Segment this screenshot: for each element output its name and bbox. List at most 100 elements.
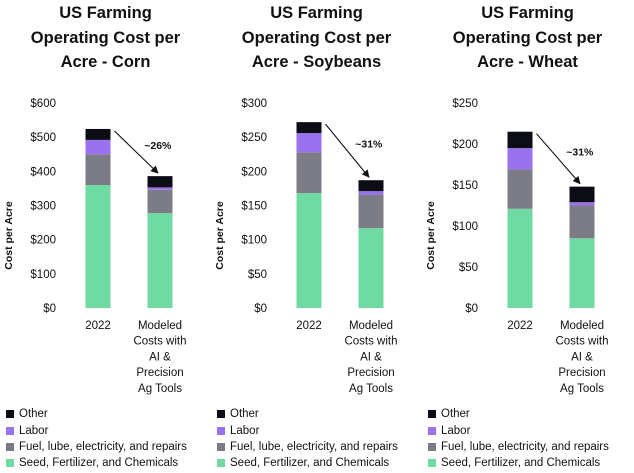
y-tick-label: $0 <box>254 303 267 315</box>
legend-swatch <box>428 410 436 419</box>
chart-title-corn: US Farming Operating Cost per Acre - Cor… <box>0 1 211 75</box>
x-category-label: Costs with <box>344 336 397 348</box>
chart-title-wheat: US Farming Operating Cost per Acre - Whe… <box>422 1 633 75</box>
title-line: Operating Cost per <box>30 28 181 47</box>
legend-swatch <box>217 426 225 435</box>
legend-label: Labor <box>441 424 471 437</box>
x-category-label: Modeled <box>349 320 393 332</box>
bar-segment <box>507 208 533 308</box>
legend-swatch <box>6 410 14 419</box>
bar-segment <box>85 185 111 308</box>
y-tick-label: $600 <box>30 98 56 110</box>
legend-swatch <box>428 426 436 435</box>
x-category-label: 2022 <box>507 320 533 332</box>
legend-swatch <box>6 442 14 451</box>
legend-item-fuel: Fuel, lube, electricity, and repairs <box>428 439 609 455</box>
x-category-label: Ag Tools <box>560 383 604 395</box>
legend-item-seed: Seed, Fertilizer, and Chemicals <box>217 455 398 471</box>
y-tick-label: $300 <box>241 98 267 110</box>
chart-corn: $0 $100 $200 $300 $400 $500 $600 Cost per Acre 2… <box>3 98 187 395</box>
x-category-label: 2022 <box>296 320 322 332</box>
chart-panel-corn: US Farming Operating Cost per Acre - Cor… <box>0 0 211 473</box>
legend-label: Seed, Fertilizer, and Chemicals <box>19 457 179 470</box>
x-category-label: AI & <box>571 351 593 363</box>
x-category-label: 2022 <box>85 320 111 332</box>
y-tick-label: $200 <box>30 235 56 247</box>
x-category-label: Modeled <box>560 320 604 332</box>
bar-segment <box>147 189 173 214</box>
bar-segment <box>507 131 533 149</box>
y-tick-label: $0 <box>43 303 56 315</box>
legend-item-labor: Labor <box>428 422 609 438</box>
y-tick-label: $100 <box>241 235 267 247</box>
bar-segment <box>85 139 111 155</box>
title-line: Operating Cost per <box>241 28 392 47</box>
legend-swatch <box>217 442 225 451</box>
chart-panel-wheat: US Farming Operating Cost per Acre - Whe… <box>422 0 633 473</box>
y-axis-label: Cost per Acre <box>425 201 437 270</box>
legend-item-other: Other <box>6 406 187 422</box>
legend-label: Labor <box>230 424 260 437</box>
legend-label: Fuel, lube, electricity, and repairs <box>19 440 187 453</box>
y-tick-label: $200 <box>241 166 267 178</box>
bar-segment <box>569 202 595 206</box>
y-axis-label: Cost per Acre <box>214 201 226 270</box>
reduction-annotation: ~31% <box>566 147 594 159</box>
bar-segment <box>569 186 595 203</box>
chart-title-soybeans: US Farming Operating Cost per Acre - Soy… <box>211 1 422 75</box>
x-category-label: Precision <box>136 367 183 379</box>
title-line: Acre - Soybeans <box>251 53 382 71</box>
y-tick-label: $100 <box>30 269 56 281</box>
legend-item-other: Other <box>217 406 398 422</box>
y-tick-label: $400 <box>30 166 56 178</box>
x-category-label: Precision <box>558 367 605 379</box>
reduction-annotation: ~31% <box>355 139 383 151</box>
chart-wheat: $0 $50 $100 $150 $200 $250 Cost per Acre 2022 Mo… <box>425 98 609 395</box>
y-tick-label: $50 <box>459 262 478 274</box>
x-category-label: Costs with <box>133 336 186 348</box>
y-axis-label: Cost per Acre <box>3 201 15 270</box>
reduction-arrow <box>114 130 159 174</box>
bar-segment <box>358 228 384 308</box>
legend-item-labor: Labor <box>217 422 398 438</box>
legend-wheat: Other Labor Fuel, lube, electricity, and… <box>428 406 609 472</box>
legend-label: Labor <box>19 424 49 437</box>
x-category-label: AI & <box>360 351 382 363</box>
legend-label: Other <box>230 408 259 421</box>
bar-segment <box>569 238 595 308</box>
legend-item-fuel: Fuel, lube, electricity, and repairs <box>6 439 187 455</box>
bar-segment <box>358 180 384 192</box>
title-line: Acre - Wheat <box>477 53 578 71</box>
x-category-label: Ag Tools <box>349 383 393 395</box>
x-category-label: Ag Tools <box>138 383 182 395</box>
y-tick-label: $50 <box>248 269 267 281</box>
bar-segment <box>296 193 322 308</box>
legend-item-fuel: Fuel, lube, electricity, and repairs <box>217 439 398 455</box>
y-tick-label: $500 <box>30 132 56 144</box>
chart-soybeans: $0 $50 $100 $150 $200 $250 $300 Cost per Acre 20… <box>214 98 398 395</box>
x-category-label: Costs with <box>555 336 608 348</box>
y-tick-label: $150 <box>452 180 478 192</box>
legend-label: Fuel, lube, electricity, and repairs <box>230 440 398 453</box>
chart-panel-soybeans: US Farming Operating Cost per Acre - Soy… <box>211 0 422 473</box>
y-tick-label: $0 <box>465 303 478 315</box>
y-tick-label: $100 <box>452 221 478 233</box>
title-line: Acre - Corn <box>60 53 151 71</box>
legend-label: Seed, Fertilizer, and Chemicals <box>441 457 601 470</box>
title-line: US Farming <box>270 4 363 22</box>
x-category-label: AI & <box>149 351 171 363</box>
bar-segment <box>296 133 322 153</box>
bar-segment <box>147 176 173 188</box>
x-category-label: Modeled <box>138 320 182 332</box>
bar-segment <box>296 152 322 194</box>
bar-segment <box>85 154 111 185</box>
legend-swatch <box>6 426 14 435</box>
title-line: Operating Cost per <box>452 28 603 47</box>
bar-segment <box>569 205 595 239</box>
legend-swatch <box>428 459 436 468</box>
legend-item-labor: Labor <box>6 422 187 438</box>
legend-corn: Other Labor Fuel, lube, electricity, and… <box>6 406 187 472</box>
title-line: US Farming <box>59 4 152 22</box>
y-tick-label: $200 <box>452 139 478 151</box>
bar-segment <box>85 128 111 140</box>
